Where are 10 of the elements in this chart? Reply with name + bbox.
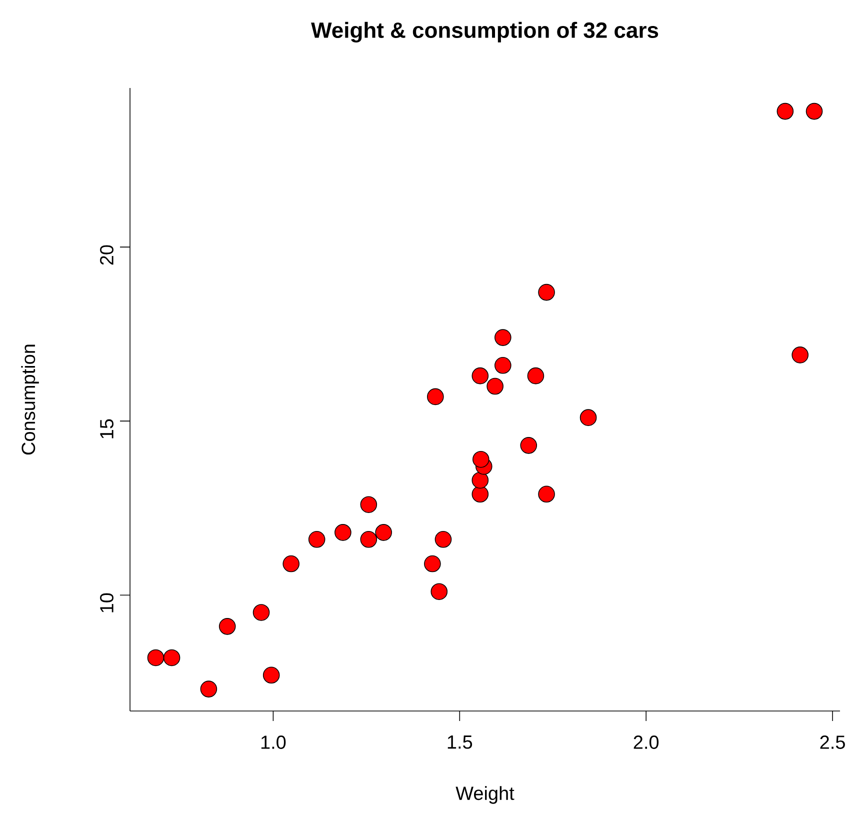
- y-tick-label: 15: [100, 419, 114, 438]
- x-tick-label: 2.5: [820, 736, 845, 749]
- y-tick-label: 20: [100, 245, 114, 265]
- x-tick-label: 2.0: [634, 736, 659, 749]
- chart-title: Weight & consumption of 32 cars: [311, 22, 658, 42]
- x-axis-title: Weight: [456, 786, 514, 804]
- x-tick-label: 1.5: [448, 736, 472, 749]
- y-axis-title: Consumption: [21, 344, 39, 455]
- y-tick-label: 10: [100, 593, 114, 612]
- x-tick-label: 1.0: [261, 736, 286, 749]
